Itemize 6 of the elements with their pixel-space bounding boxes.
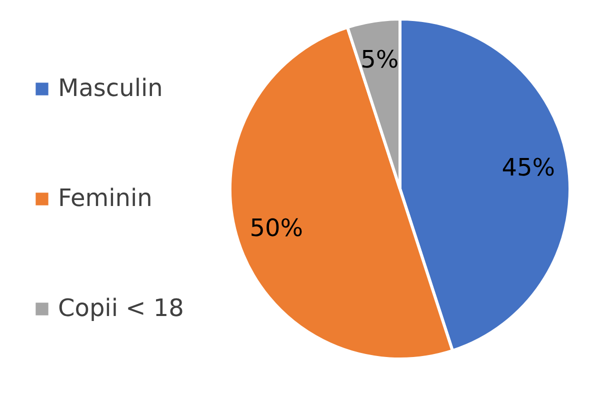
legend-label: Feminin (58, 184, 152, 212)
legend-label: Copii < 18 (58, 294, 184, 322)
data-label: 5% (360, 46, 399, 74)
legend-label: Masculin (58, 74, 163, 102)
data-label: 50% (250, 214, 304, 242)
data-label: 45% (502, 154, 556, 182)
